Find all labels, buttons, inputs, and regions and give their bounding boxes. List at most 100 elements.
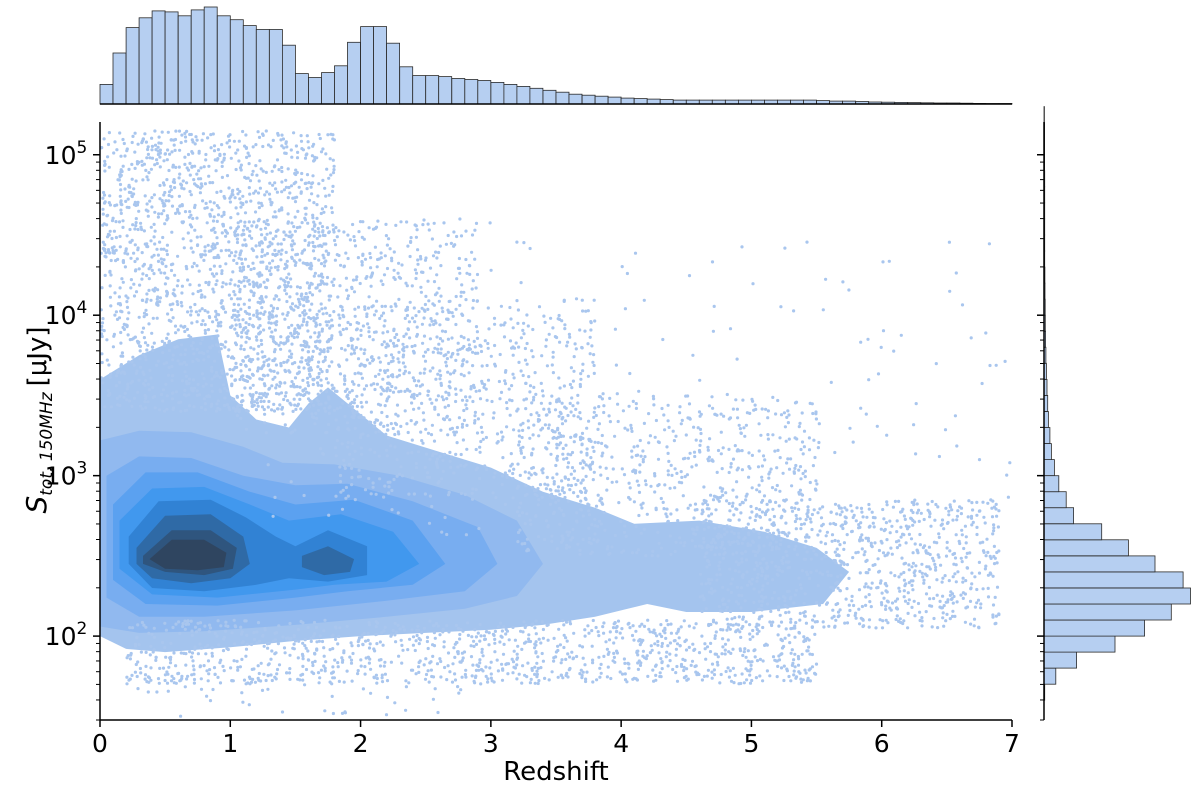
scatter-point bbox=[212, 215, 216, 219]
scatter-point bbox=[302, 317, 306, 321]
scatter-point bbox=[414, 672, 418, 676]
scatter-point bbox=[802, 611, 806, 615]
scatter-point bbox=[352, 382, 356, 386]
scatter-point bbox=[330, 318, 334, 322]
scatter-point bbox=[549, 452, 553, 456]
scatter-point bbox=[902, 589, 906, 593]
scatter-point bbox=[585, 670, 589, 674]
scatter-point bbox=[744, 526, 749, 530]
scatter-point bbox=[269, 657, 273, 661]
scatter-point bbox=[265, 392, 270, 396]
scatter-point bbox=[141, 352, 145, 356]
scatter-point bbox=[880, 591, 884, 595]
scatter-point bbox=[915, 502, 919, 506]
scatter-point bbox=[216, 213, 221, 217]
scatter-point bbox=[517, 440, 522, 444]
scatter-point bbox=[265, 190, 269, 194]
scatter-point bbox=[939, 606, 944, 610]
scatter-point bbox=[921, 575, 925, 579]
scatter-point bbox=[378, 422, 382, 426]
scatter-point bbox=[981, 587, 985, 591]
scatter-point bbox=[904, 582, 908, 586]
scatter-point bbox=[346, 297, 350, 301]
scatter-point bbox=[208, 200, 212, 204]
scatter-point bbox=[139, 365, 143, 369]
scatter-point bbox=[311, 227, 315, 231]
scatter-point bbox=[434, 452, 438, 456]
scatter-point bbox=[127, 183, 131, 187]
scatter-point bbox=[203, 331, 207, 335]
scatter-point bbox=[951, 575, 955, 579]
scatter-point bbox=[188, 189, 192, 194]
scatter-point bbox=[493, 364, 497, 368]
scatter-point bbox=[163, 282, 167, 286]
scatter-point bbox=[285, 313, 289, 317]
scatter-point bbox=[318, 676, 322, 680]
scatter-point bbox=[315, 286, 319, 290]
scatter-point bbox=[802, 445, 807, 449]
scatter-point bbox=[307, 198, 312, 202]
scatter-point bbox=[361, 324, 365, 328]
scatter-point bbox=[327, 422, 331, 427]
scatter-point bbox=[100, 324, 104, 328]
scatter-point bbox=[845, 563, 850, 567]
scatter-point bbox=[666, 419, 670, 423]
scatter-point bbox=[160, 199, 164, 203]
scatter-point bbox=[544, 338, 549, 342]
scatter-point bbox=[821, 522, 825, 526]
scatter-point bbox=[150, 345, 155, 349]
scatter-point bbox=[780, 558, 784, 563]
scatter-point bbox=[242, 347, 246, 352]
scatter-point bbox=[848, 608, 852, 613]
scatter-point bbox=[766, 528, 770, 533]
scatter-point bbox=[688, 503, 692, 507]
scatter-point bbox=[656, 440, 661, 444]
scatter-point bbox=[734, 560, 738, 564]
scatter-point bbox=[525, 341, 529, 346]
scatter-point bbox=[749, 663, 753, 668]
scatter-point bbox=[435, 273, 439, 277]
scatter-point bbox=[570, 386, 574, 390]
scatter-point bbox=[379, 279, 383, 283]
scatter-point bbox=[212, 264, 216, 268]
scatter-point bbox=[725, 530, 729, 534]
scatter-point bbox=[705, 507, 709, 511]
scatter-point bbox=[785, 415, 789, 419]
scatter-point bbox=[673, 486, 677, 490]
scatter-point bbox=[733, 569, 738, 573]
scatter-point bbox=[511, 471, 515, 476]
scatter-point bbox=[465, 399, 469, 403]
scatter-point bbox=[322, 210, 326, 214]
scatter-point bbox=[260, 241, 264, 245]
scatter-point bbox=[277, 208, 282, 212]
scatter-point bbox=[631, 399, 635, 403]
scatter-point bbox=[369, 256, 373, 260]
scatter-point bbox=[426, 471, 430, 475]
scatter-point bbox=[193, 625, 198, 629]
scatter-point bbox=[235, 237, 239, 241]
scatter-point bbox=[170, 397, 174, 401]
scatter-point bbox=[486, 378, 491, 382]
scatter-point bbox=[729, 462, 733, 466]
scatter-point bbox=[346, 396, 350, 401]
scatter-point bbox=[408, 336, 412, 340]
scatter-point bbox=[890, 524, 894, 528]
scatter-point bbox=[455, 441, 459, 445]
scatter-point bbox=[693, 454, 697, 459]
scatter-point bbox=[721, 493, 725, 497]
scatter-point bbox=[357, 415, 361, 419]
scatter-point bbox=[322, 646, 326, 650]
scatter-point bbox=[731, 457, 736, 461]
scatter-point bbox=[386, 330, 390, 334]
scatter-point bbox=[423, 302, 427, 307]
scatter-point bbox=[273, 328, 277, 332]
scatter-point bbox=[382, 340, 386, 344]
scatter-point bbox=[322, 282, 326, 286]
scatter-point bbox=[947, 509, 951, 513]
scatter-point bbox=[330, 324, 335, 328]
scatter-point bbox=[798, 517, 802, 521]
scatter-point bbox=[622, 473, 627, 477]
scatter-point bbox=[369, 410, 373, 414]
scatter-point bbox=[176, 207, 180, 211]
scatter-point bbox=[830, 616, 834, 620]
